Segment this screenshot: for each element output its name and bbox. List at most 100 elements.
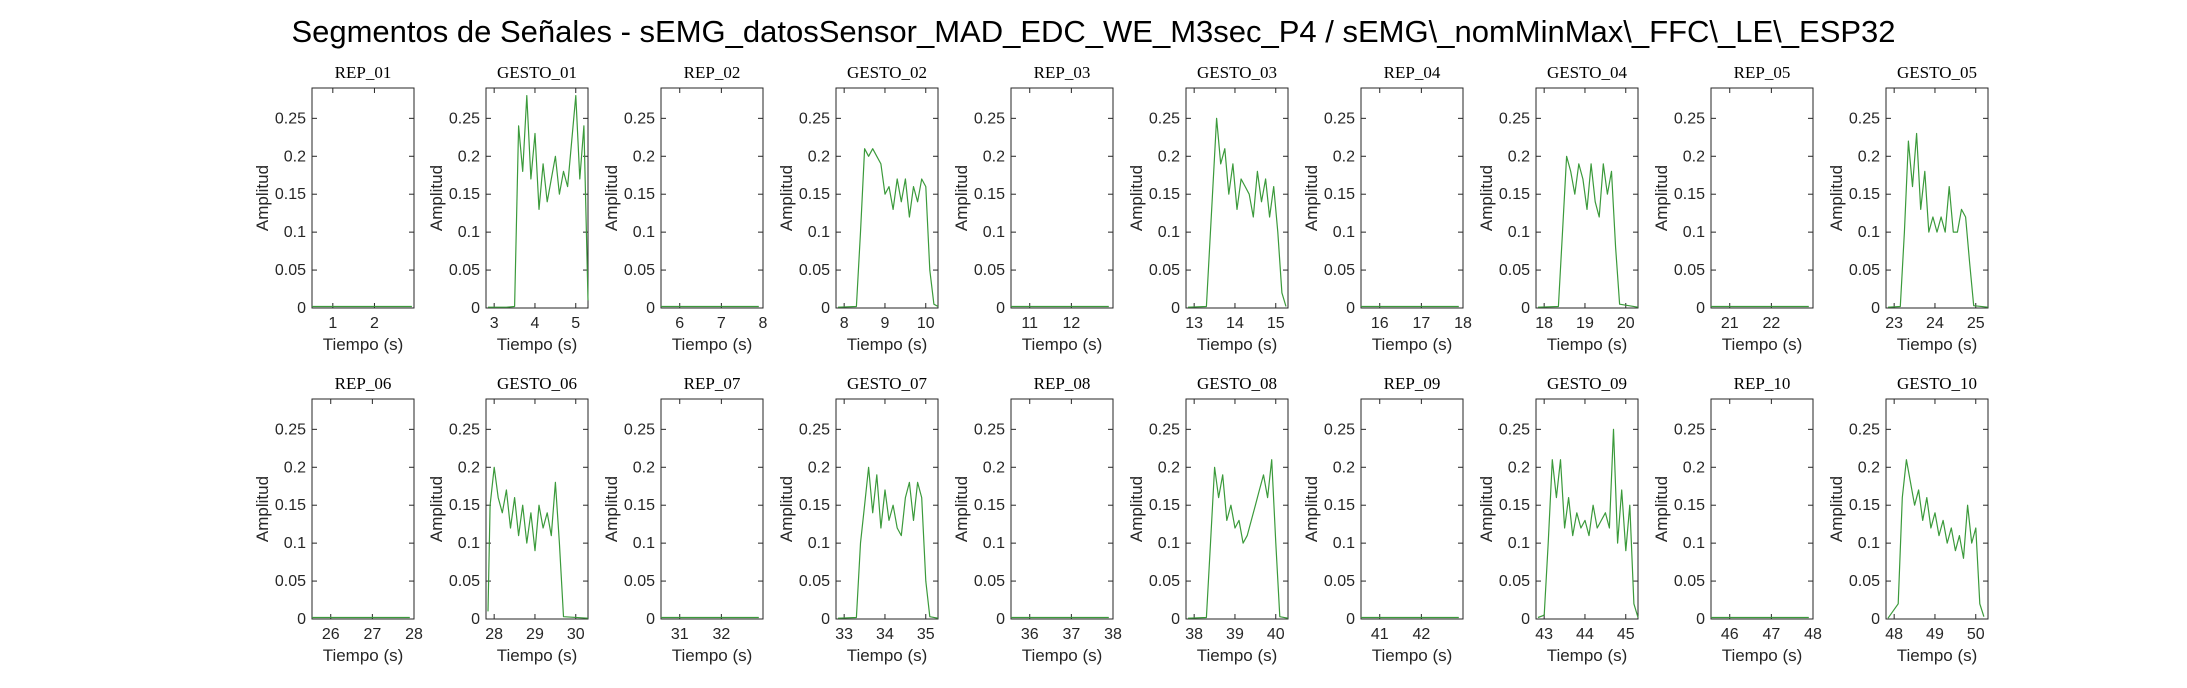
y-tick-label: 0.05	[624, 573, 655, 590]
y-tick-label: 0.15	[275, 497, 306, 514]
y-tick-label: 0.1	[1508, 535, 1530, 552]
x-axis-label: Tiempo (s)	[672, 646, 753, 665]
axes-frame	[311, 87, 415, 309]
y-tick-label: 0.2	[1508, 459, 1530, 476]
subplot-title: REP_09	[1384, 374, 1441, 393]
y-tick-label: 0	[1171, 300, 1180, 317]
y-tick-label: 0.1	[633, 535, 655, 552]
subplot-gesto-02: GESTO_02 0 0.05 0.1 0.15 0.2 0.25 8 9 10 Tiempo (s…	[777, 63, 939, 354]
x-tick-label: 11	[1021, 315, 1038, 332]
x-tick-label: 37	[1062, 626, 1080, 643]
x-tick-label: 39	[1226, 626, 1244, 643]
x-tick-label: 5	[571, 315, 580, 332]
axes-frame	[1710, 398, 1814, 620]
y-tick-label: 0.1	[808, 535, 830, 552]
x-tick-label: 18	[1454, 315, 1472, 332]
y-tick-label: 0.05	[974, 573, 1005, 590]
axes-frame	[1185, 87, 1289, 309]
y-axis-label: Amplitud	[1652, 476, 1671, 542]
y-tick-label: 0.25	[1674, 110, 1705, 127]
subplot-title: GESTO_09	[1547, 374, 1627, 393]
x-tick-label: 14	[1226, 315, 1244, 332]
subplot-rep-05: REP_05 0 0.05 0.1 0.15 0.2 0.25 21 22 Tiempo (s) A…	[1652, 63, 1814, 354]
y-tick-label: 0.1	[1858, 224, 1880, 241]
y-tick-label: 0.1	[633, 224, 655, 241]
y-tick-label: 0.25	[275, 110, 306, 127]
y-tick-label: 0	[1171, 611, 1180, 628]
x-axis-label: Tiempo (s)	[1547, 646, 1628, 665]
x-axis-label: Tiempo (s)	[672, 335, 753, 354]
y-tick-label: 0.05	[974, 262, 1005, 279]
x-tick-label: 30	[567, 626, 585, 643]
x-axis-label: Tiempo (s)	[1722, 646, 1803, 665]
y-tick-label: 0.25	[449, 110, 480, 127]
y-tick-label: 0.15	[1324, 497, 1355, 514]
subplot-rep-09: REP_09 0 0.05 0.1 0.15 0.2 0.25 41 42 Tiempo (s) A…	[1302, 374, 1464, 665]
y-axis-label: Amplitud	[777, 476, 796, 542]
y-tick-label: 0.05	[1499, 573, 1530, 590]
y-tick-label: 0.05	[275, 262, 306, 279]
y-axis-label: Amplitud	[253, 165, 272, 231]
subplot-gesto-05: GESTO_05 0 0.05 0.1 0.15 0.2 0.25 23 24 25 Tiempo …	[1827, 63, 1989, 354]
y-tick-label: 0	[1521, 300, 1530, 317]
axes-frame	[1535, 87, 1639, 309]
x-axis-label: Tiempo (s)	[323, 335, 404, 354]
y-tick-label: 0.15	[1674, 186, 1705, 203]
y-tick-label: 0.1	[1158, 535, 1180, 552]
y-tick-label: 0.05	[624, 262, 655, 279]
y-axis-label: Amplitud	[253, 476, 272, 542]
x-tick-label: 38	[1185, 626, 1203, 643]
y-tick-label: 0	[1346, 611, 1355, 628]
x-tick-label: 28	[405, 626, 423, 643]
x-tick-label: 10	[917, 315, 935, 332]
x-axis-label: Tiempo (s)	[847, 646, 928, 665]
x-axis-label: Tiempo (s)	[323, 646, 404, 665]
subplot-gesto-08: GESTO_08 0 0.05 0.1 0.15 0.2 0.25 38 39 40 Tiempo …	[1127, 374, 1289, 665]
x-axis-label: Tiempo (s)	[1197, 646, 1278, 665]
y-tick-label: 0.2	[808, 459, 830, 476]
x-tick-label: 7	[717, 315, 726, 332]
y-tick-label: 0.1	[1683, 224, 1705, 241]
x-tick-label: 9	[881, 315, 890, 332]
x-tick-label: 6	[675, 315, 684, 332]
y-tick-label: 0.15	[275, 186, 306, 203]
axes-frame	[485, 87, 589, 309]
subplot-rep-02: REP_02 0 0.05 0.1 0.15 0.2 0.25 6 7 8 Tiempo (s) Am…	[602, 63, 768, 354]
signal-trace	[487, 466, 589, 619]
y-axis-label: Amplitud	[602, 476, 621, 542]
y-tick-label: 0.2	[983, 459, 1005, 476]
x-tick-label: 28	[485, 626, 503, 643]
y-axis-label: Amplitud	[1127, 476, 1146, 542]
x-tick-label: 45	[1617, 626, 1635, 643]
y-tick-label: 0.2	[633, 459, 655, 476]
signal-trace	[837, 466, 939, 619]
y-axis-label: Amplitud	[427, 476, 446, 542]
y-tick-label: 0.15	[1499, 186, 1530, 203]
y-tick-label: 0.25	[1849, 421, 1880, 438]
axes-frame	[1360, 87, 1464, 309]
subplot-title: GESTO_07	[847, 374, 927, 393]
y-tick-label: 0.2	[1858, 459, 1880, 476]
y-axis-label: Amplitud	[1477, 476, 1496, 542]
signal-trace	[1537, 155, 1639, 308]
axes-frame	[311, 398, 415, 620]
y-tick-label: 0.15	[1849, 497, 1880, 514]
y-tick-label: 0.2	[458, 148, 480, 165]
x-tick-label: 38	[1104, 626, 1122, 643]
y-tick-label: 0.05	[1499, 262, 1530, 279]
y-axis-label: Amplitud	[1652, 165, 1671, 231]
y-tick-label: 0.2	[284, 148, 306, 165]
y-tick-label: 0	[297, 611, 306, 628]
subplot-rep-03: REP_03 0 0.05 0.1 0.15 0.2 0.25 11 12 Tiempo (s) A…	[952, 63, 1114, 354]
y-tick-label: 0	[1346, 300, 1355, 317]
x-axis-label: Tiempo (s)	[1022, 646, 1103, 665]
y-tick-label: 0.2	[633, 148, 655, 165]
y-tick-label: 0.25	[1324, 110, 1355, 127]
x-tick-label: 1	[328, 315, 337, 332]
y-tick-label: 0.1	[1508, 224, 1530, 241]
x-tick-label: 16	[1371, 315, 1389, 332]
axes-frame	[1885, 398, 1989, 620]
y-tick-label: 0.1	[983, 535, 1005, 552]
y-tick-label: 0.15	[1324, 186, 1355, 203]
